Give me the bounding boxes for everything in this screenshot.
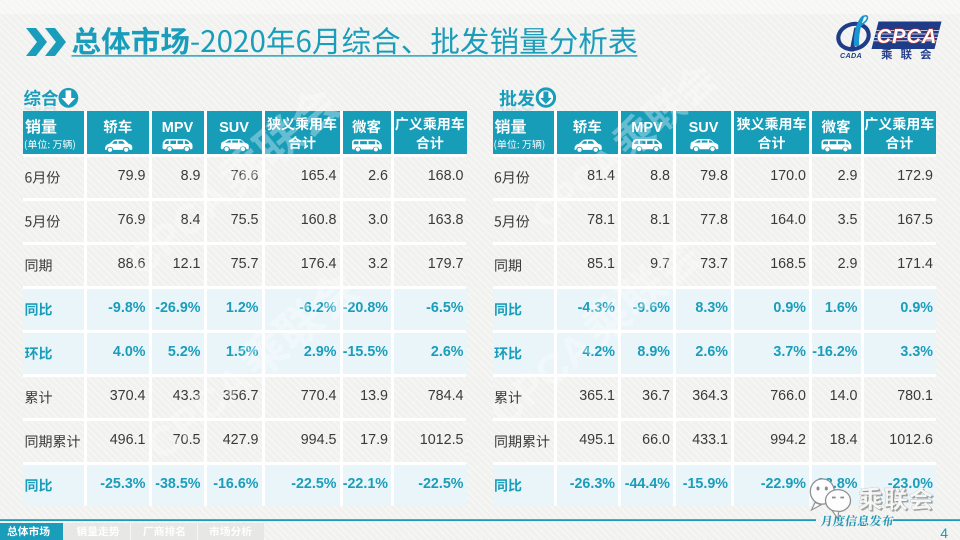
svg-text:CADA: CADA	[840, 51, 862, 60]
svg-text:MPV: MPV	[162, 120, 194, 136]
svg-text:CPCA: CPCA	[877, 26, 938, 48]
svg-text:SUV: SUV	[689, 120, 719, 136]
svg-text:4: 4	[940, 525, 948, 540]
svg-text:MPV: MPV	[631, 120, 663, 136]
svg-text:SUV: SUV	[219, 120, 249, 136]
